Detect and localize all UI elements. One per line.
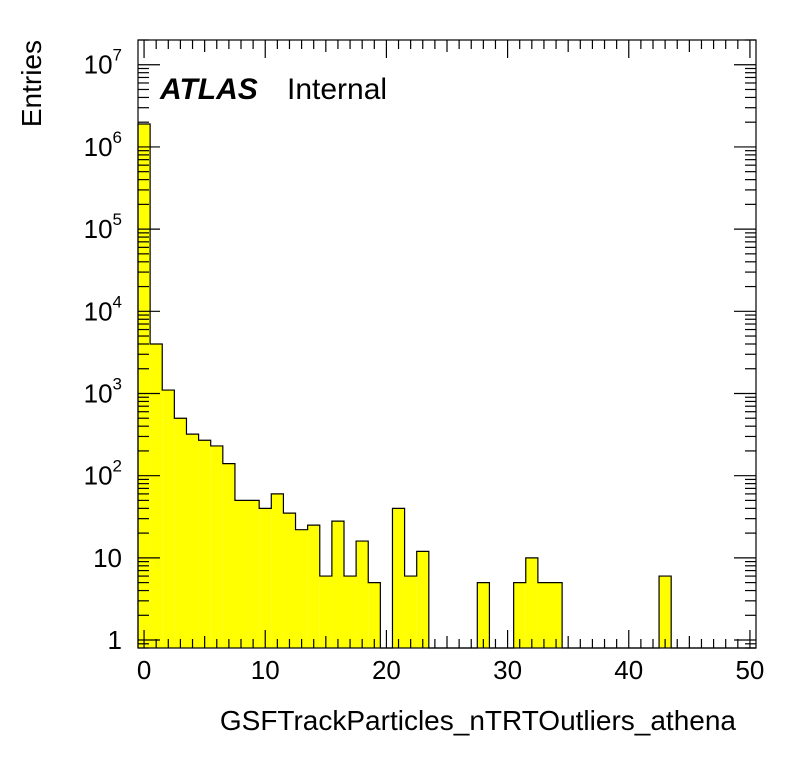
histogram-bar bbox=[186, 434, 199, 648]
histogram-bar bbox=[659, 576, 672, 648]
histogram-bar bbox=[198, 440, 211, 648]
x-tick-labels: 0 10 20 30 40 50 bbox=[137, 655, 765, 685]
histogram-bar bbox=[319, 576, 332, 648]
histogram-bar bbox=[525, 557, 538, 648]
x-axis-title: GSFTrackParticles_nTRTOutliers_athena bbox=[220, 705, 737, 736]
histogram-bar bbox=[477, 582, 490, 648]
histogram-bar bbox=[295, 529, 308, 648]
x-tick-label: 30 bbox=[493, 655, 522, 685]
atlas-label: ATLAS bbox=[159, 73, 258, 106]
y-tick-label: 107 bbox=[84, 46, 122, 80]
histogram-bar bbox=[222, 463, 235, 648]
x-tick-label: 0 bbox=[137, 655, 151, 685]
histogram-bar bbox=[404, 576, 417, 648]
histogram-bar bbox=[550, 582, 563, 648]
histogram-bar bbox=[307, 525, 320, 648]
x-tick-label: 10 bbox=[251, 655, 280, 685]
histogram-bar bbox=[331, 521, 344, 648]
internal-label: Internal bbox=[287, 73, 387, 106]
y-tick-label: 105 bbox=[84, 210, 122, 244]
histogram-bar bbox=[210, 445, 223, 648]
y-tick-label: 10 bbox=[93, 543, 122, 573]
y-tick-label: 104 bbox=[84, 292, 122, 326]
histogram-bar bbox=[259, 508, 272, 648]
histogram-bar bbox=[247, 500, 260, 648]
histogram-bar bbox=[368, 582, 381, 648]
histogram-bar bbox=[138, 124, 151, 649]
y-axis-title: Entries bbox=[16, 40, 47, 127]
y-tick-labels: 1 10 102 103 104 105 106 107 bbox=[84, 46, 122, 655]
histogram-bar bbox=[271, 493, 284, 648]
histogram-bar bbox=[150, 344, 163, 648]
histogram-bar bbox=[344, 576, 357, 648]
histogram-bar bbox=[356, 541, 369, 648]
x-tick-label: 20 bbox=[372, 655, 401, 685]
histogram-bar bbox=[234, 500, 248, 648]
x-tick-label: 40 bbox=[614, 655, 643, 685]
histogram-bar bbox=[392, 508, 405, 648]
histogram-bar bbox=[174, 418, 187, 648]
y-tick-label: 106 bbox=[84, 128, 122, 162]
y-tick-label: 1 bbox=[108, 625, 122, 655]
axis-ticks bbox=[138, 39, 756, 649]
histogram-bar bbox=[283, 513, 296, 648]
histogram-bars bbox=[138, 124, 672, 649]
y-tick-label: 102 bbox=[84, 457, 122, 491]
y-tick-label: 103 bbox=[84, 374, 122, 408]
histogram-bar bbox=[162, 390, 175, 648]
histogram-bar bbox=[416, 551, 429, 648]
histogram-bar bbox=[537, 582, 550, 648]
histogram-bar bbox=[513, 582, 526, 648]
x-tick-label: 50 bbox=[735, 655, 764, 685]
